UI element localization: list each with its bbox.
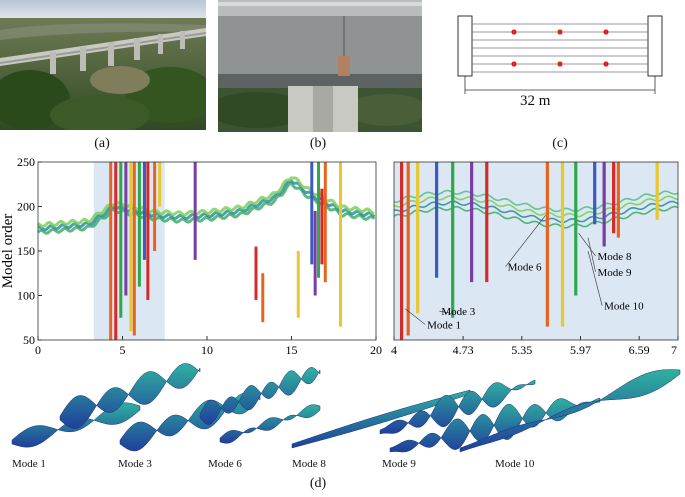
zoom-background — [394, 162, 678, 340]
mode-shape-label: Mode 6 — [208, 458, 242, 470]
mode-annotation: Mode 1 — [427, 319, 461, 331]
annotation-leader — [578, 233, 596, 257]
bridge-underside-image — [218, 0, 422, 132]
stable-pole-band — [393, 189, 679, 213]
y-tick-label: 200 — [17, 200, 35, 214]
mode-annotation: Mode 10 — [604, 301, 644, 313]
y-axis-label: Model order — [0, 214, 16, 289]
x-tick-label: 5.35 — [511, 343, 532, 357]
x-tick-label: 15 — [286, 343, 298, 357]
annotation-leader — [587, 250, 603, 306]
x-tick-label: 6.59 — [629, 343, 650, 357]
mode-shapes-panel — [11, 363, 681, 453]
photo-aerial-bridge — [0, 0, 206, 130]
annotation-leader — [439, 310, 451, 314]
x-tick-label: 5.97 — [570, 343, 591, 357]
right-abutment — [647, 15, 663, 77]
mode-annotation: Mode 3 — [441, 306, 475, 318]
mode-shape-label: Mode 3 — [118, 458, 152, 470]
mode-shape-deck — [459, 369, 681, 453]
mode-shape-label: Mode 10 — [495, 458, 535, 470]
mode-annotation: Mode 8 — [598, 251, 632, 263]
bridge-deck-schematic — [457, 15, 663, 94]
x-tick-label: 20 — [370, 343, 382, 357]
mode-shape-deck — [199, 367, 321, 425]
y-tick-label: 250 — [17, 156, 35, 169]
mode-shape-label: Mode 9 — [382, 458, 416, 470]
stable-pole-band — [393, 195, 679, 218]
mode-shape-deck — [219, 404, 321, 444]
caption-c: (c) — [552, 136, 568, 151]
mode-shape-label: Mode 8 — [292, 458, 326, 470]
mode-annotation: Mode 6 — [508, 262, 542, 274]
x-tick-label: 5 — [120, 343, 126, 357]
mode-shape-deck — [59, 363, 201, 429]
left-abutment — [457, 15, 473, 77]
y-tick-label: 100 — [17, 289, 35, 303]
y-tick-label: 150 — [17, 244, 35, 258]
stabilization-diagram-full: 0 5 10 15 20 50 100 150 200 250 Model order — [0, 156, 382, 357]
mode-shape-label: Mode 1 — [12, 458, 46, 470]
photo-bridge-underside — [218, 0, 422, 132]
mode-shape-deck — [379, 379, 536, 435]
span-length-label: 32 m — [520, 93, 551, 109]
plot-frame — [393, 161, 679, 341]
x-tick-label: 4 — [391, 343, 397, 357]
x-tick-label: 0 — [35, 343, 41, 357]
y-tick-label: 50 — [23, 333, 35, 347]
x-tick-label: 4.73 — [453, 343, 474, 357]
stable-pole-band — [393, 200, 679, 224]
annotation-leader — [505, 215, 546, 267]
annotation-leader — [587, 237, 596, 272]
mode-annotation: Mode 9 — [598, 267, 632, 279]
sensor-markers — [511, 29, 609, 67]
highlight-region — [93, 162, 165, 340]
x-tick-label: 10 — [201, 343, 213, 357]
stable-pole-band — [393, 205, 679, 229]
caption-d: (d) — [309, 476, 327, 491]
x-tick-label: 7 — [671, 343, 677, 357]
caption-a: (a) — [94, 136, 110, 151]
caption-b: (b) — [309, 136, 327, 151]
aerial-bridge-image — [0, 0, 206, 130]
mode-shape-deck — [389, 397, 601, 453]
annotation-leader — [405, 308, 426, 325]
